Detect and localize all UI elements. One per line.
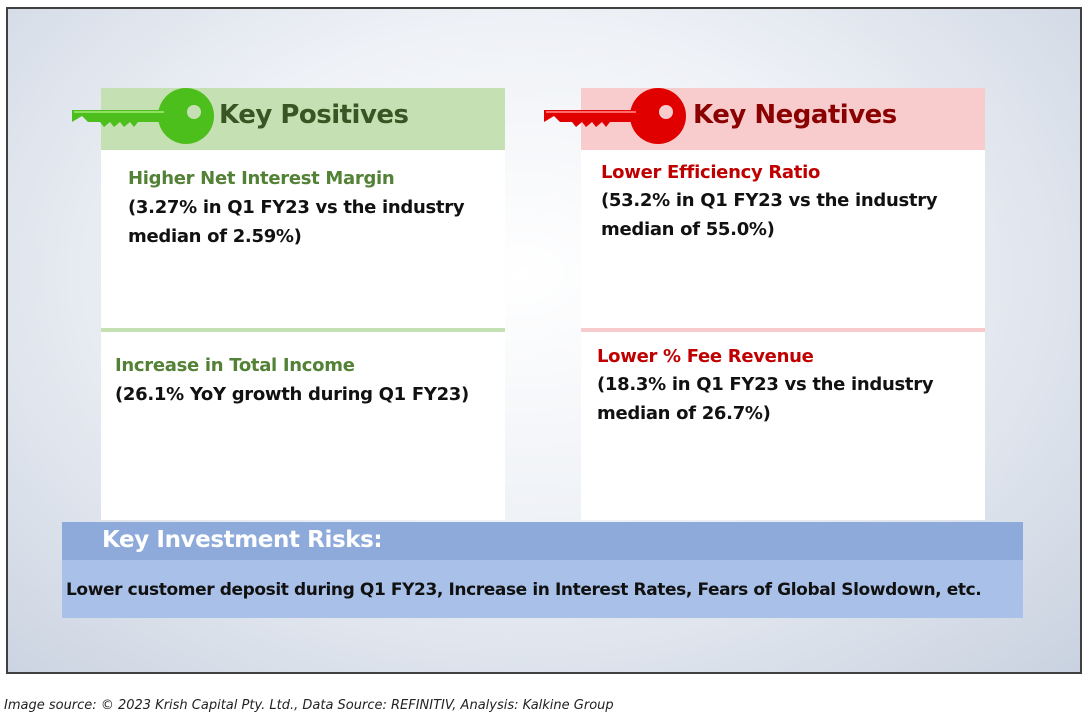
key-investment-risks-body: Lower customer deposit during Q1 FY23, I… bbox=[62, 560, 1023, 618]
green-key-icon bbox=[72, 88, 214, 144]
negative-item-2-title: Lower % Fee Revenue bbox=[597, 346, 814, 367]
negatives-divider bbox=[581, 328, 985, 332]
key-negatives-panel: Key Negatives Lower Efficiency Ratio (53… bbox=[581, 88, 985, 520]
key-positives-title: Key Positives bbox=[219, 100, 409, 130]
positive-item-1-title: Higher Net Interest Margin bbox=[128, 168, 395, 189]
negative-item-1-detail-line2: median of 55.0%) bbox=[601, 219, 775, 240]
positive-item-1-detail: (3.27% in Q1 FY23 vs the industry median… bbox=[128, 193, 465, 251]
key-investment-risks-title: Key Investment Risks: bbox=[102, 527, 383, 553]
positive-item-2-detail: (26.1% YoY growth during Q1 FY23) bbox=[115, 380, 469, 409]
positive-item-1-detail-line1: (3.27% in Q1 FY23 vs the industry bbox=[128, 197, 465, 218]
negative-item-1-title: Lower Efficiency Ratio bbox=[601, 162, 821, 183]
key-positives-panel: Key Positives Higher Net Interest Margin… bbox=[101, 88, 505, 520]
image-source-caption: Image source: © 2023 Krish Capital Pty. … bbox=[4, 698, 614, 713]
negative-item-1-detail-line1: (53.2% in Q1 FY23 vs the industry bbox=[601, 190, 938, 211]
negative-item-1-detail: (53.2% in Q1 FY23 vs the industry median… bbox=[601, 186, 938, 244]
red-key-icon bbox=[544, 88, 686, 144]
negative-item-2-detail: (18.3% in Q1 FY23 vs the industry median… bbox=[597, 370, 934, 428]
key-investment-risks-header: Key Investment Risks: bbox=[62, 522, 1023, 560]
key-investment-risks-text: Lower customer deposit during Q1 FY23, I… bbox=[66, 580, 982, 600]
negative-item-2-detail-line1: (18.3% in Q1 FY23 vs the industry bbox=[597, 374, 934, 395]
key-negatives-title: Key Negatives bbox=[693, 100, 897, 130]
positive-item-2-title: Increase in Total Income bbox=[115, 355, 355, 376]
positives-divider bbox=[101, 328, 505, 332]
positive-item-2-detail-line1: (26.1% YoY growth during Q1 FY23) bbox=[115, 384, 469, 405]
negative-item-2-detail-line2: median of 26.7%) bbox=[597, 403, 771, 424]
positive-item-1-detail-line2: median of 2.59%) bbox=[128, 226, 302, 247]
